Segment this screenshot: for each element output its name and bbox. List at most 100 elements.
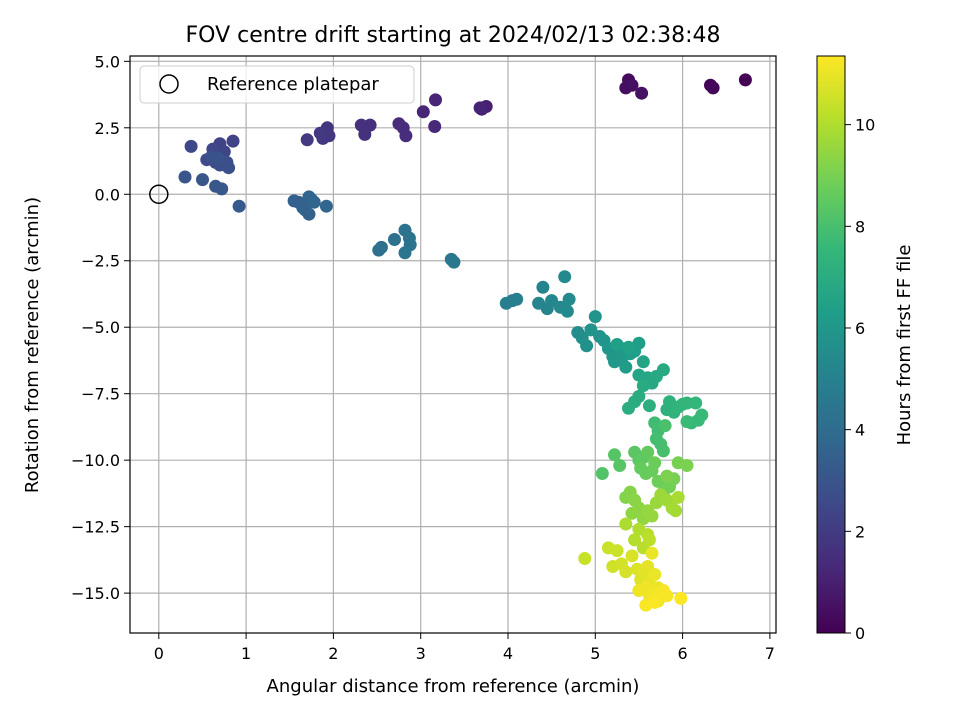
- colorbar-label: Hours from first FF file: [894, 245, 915, 446]
- x-tick-label: 2: [328, 644, 338, 663]
- data-point: [226, 134, 240, 148]
- data-point: [619, 517, 633, 531]
- data-point: [608, 448, 621, 462]
- data-point: [658, 419, 672, 433]
- data-point: [642, 533, 656, 547]
- data-point: [635, 86, 649, 100]
- data-point: [232, 199, 246, 213]
- y-axis-ticks: 5.0 2.5 0.0 −2.5 −5.0 −7.5 −10.0 −12.5 −15.0: [71, 52, 130, 603]
- data-point: [215, 182, 229, 196]
- data-point: [578, 552, 592, 565]
- legend: Reference platepar: [139, 65, 415, 104]
- data-point: [671, 490, 685, 504]
- data-point: [447, 255, 461, 269]
- y-tick-label: −5.0: [81, 318, 120, 337]
- x-tick-label: 0: [154, 644, 164, 663]
- y-tick-label: 2.5: [95, 119, 120, 138]
- data-point: [645, 546, 659, 560]
- colorbar: 0 2 4 6 8 10 Hours from first FF file: [816, 55, 915, 643]
- y-tick-label: −2.5: [81, 252, 120, 271]
- y-tick-label: −12.5: [71, 518, 120, 537]
- data-point: [636, 355, 650, 369]
- data-point: [625, 506, 639, 520]
- legend-marker-reference: [159, 74, 179, 94]
- data-point: [178, 170, 192, 184]
- data-point: [610, 338, 624, 351]
- data-point: [580, 339, 594, 353]
- y-tick-label: −10.0: [71, 451, 120, 470]
- data-point: [313, 126, 327, 140]
- data-point: [619, 360, 633, 374]
- data-point: [648, 456, 662, 470]
- data-point: [588, 310, 602, 324]
- data-point: [656, 363, 670, 377]
- chart-title: FOV centre drift starting at 2024/02/13 …: [186, 23, 721, 48]
- grid-lines: [130, 56, 776, 633]
- x-tick-label: 3: [416, 644, 426, 663]
- data-point: [648, 595, 662, 609]
- data-point: [372, 243, 386, 257]
- data-point: [358, 127, 372, 141]
- reference-marker-layer: [149, 184, 169, 205]
- legend-box: [139, 65, 415, 104]
- data-point: [738, 73, 752, 87]
- data-point: [388, 233, 401, 246]
- data-point: [398, 246, 412, 260]
- data-point: [680, 459, 694, 472]
- data-point: [399, 129, 413, 143]
- data-point: [428, 120, 442, 133]
- data-point: [429, 93, 442, 107]
- colorbar-tick-label: 6: [855, 319, 865, 338]
- data-point: [669, 504, 683, 518]
- colorbar-gradient: [816, 55, 846, 634]
- data-point: [674, 591, 688, 605]
- data-point: [636, 379, 650, 393]
- reference-platepar-marker: [149, 184, 169, 205]
- x-tick-label: 5: [590, 644, 600, 663]
- data-point: [610, 544, 624, 558]
- scatter-points: [178, 73, 752, 612]
- data-point: [473, 101, 487, 115]
- plot-frame: [129, 55, 777, 634]
- data-point: [660, 589, 674, 603]
- data-point: [319, 199, 333, 213]
- data-point: [656, 444, 670, 458]
- data-point: [645, 509, 659, 523]
- x-tick-label: 1: [241, 644, 251, 663]
- data-point: [545, 294, 559, 308]
- data-point: [536, 280, 550, 294]
- x-tick-label: 6: [677, 644, 687, 663]
- colorbar-tick-label: 4: [855, 421, 865, 440]
- data-point: [625, 549, 639, 563]
- x-tick-label: 4: [503, 644, 513, 663]
- data-point: [680, 415, 694, 429]
- y-tick-label: −15.0: [71, 584, 120, 603]
- colorbar-tick-label: 2: [855, 522, 865, 541]
- y-tick-label: −7.5: [81, 385, 120, 404]
- colorbar-tick-label: 8: [855, 217, 865, 236]
- data-point: [510, 292, 524, 306]
- data-point: [595, 467, 609, 480]
- data-point: [299, 203, 312, 217]
- data-point: [632, 336, 646, 350]
- data-point: [622, 340, 635, 354]
- data-point: [613, 459, 627, 472]
- colorbar-tick-label: 10: [855, 116, 875, 135]
- data-point: [300, 133, 314, 147]
- x-axis-label: Angular distance from reference (arcmin): [267, 676, 640, 697]
- data-point: [641, 445, 655, 459]
- y-tick-label: 0.0: [95, 185, 120, 204]
- y-tick-label: 5.0: [95, 52, 120, 71]
- data-point: [211, 151, 225, 165]
- data-point: [416, 105, 430, 119]
- data-point: [648, 568, 662, 581]
- data-point: [196, 173, 209, 187]
- y-axis-label: Rotation from reference (arcmin): [22, 197, 43, 493]
- data-point: [622, 401, 635, 415]
- data-point: [307, 195, 321, 209]
- colorbar-ticks: 0 2 4 6 8 10: [845, 116, 875, 643]
- data-point: [558, 270, 572, 284]
- data-point: [619, 565, 633, 579]
